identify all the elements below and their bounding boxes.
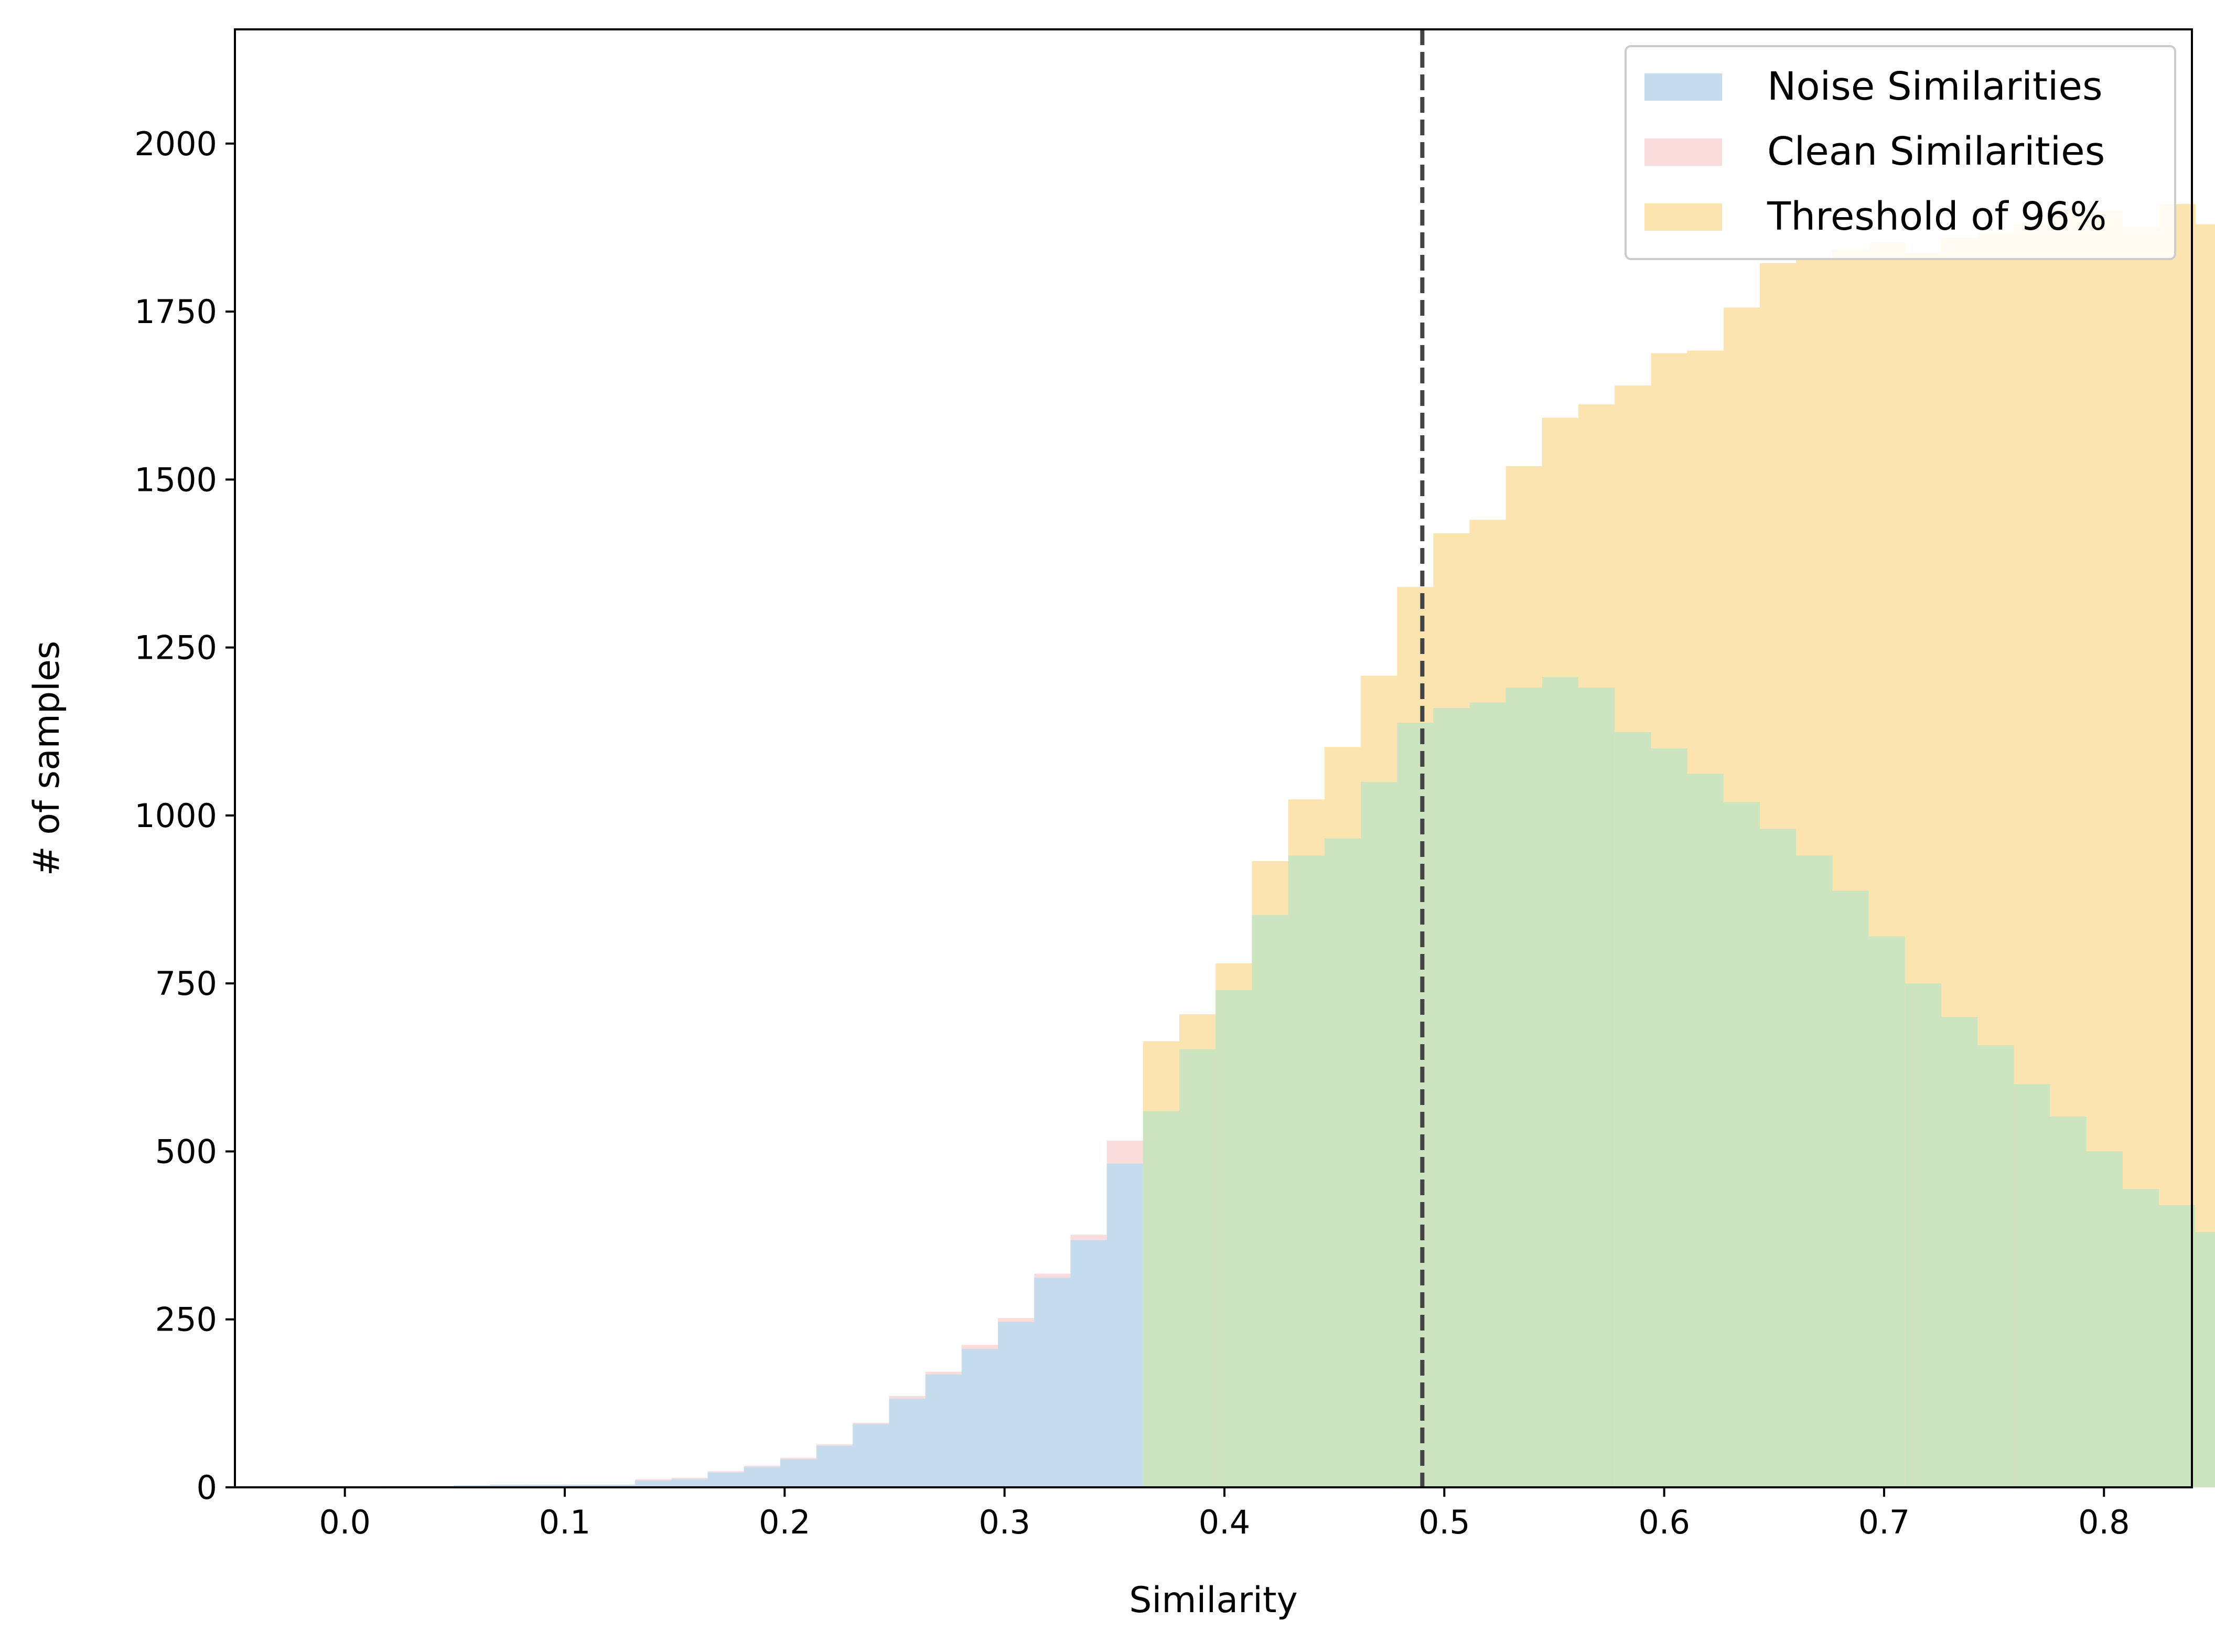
noise-bar (707, 1472, 745, 1487)
noise-overlap-bar (1324, 838, 1361, 1487)
noise-bar (1106, 1163, 1144, 1487)
noise-bar (961, 1349, 998, 1487)
noise-overlap-bar (2050, 1116, 2087, 1487)
plot-frame (234, 28, 2193, 1488)
legend-swatch-noise (1644, 73, 1722, 101)
noise-overlap-bar (2195, 1232, 2215, 1487)
legend-swatch-threshold (1644, 203, 1722, 231)
x-tick-label: 0.7 (1858, 1503, 1910, 1541)
x-tick-label: 0.5 (1418, 1503, 1470, 1541)
legend: Noise Similarities Clean Similarities Th… (1625, 45, 2176, 260)
noise-overlap-bar (1723, 802, 1760, 1487)
noise-overlap-bar (1288, 855, 1325, 1487)
noise-bar (998, 1322, 1035, 1487)
noise-overlap-bar (1832, 891, 1869, 1487)
noise-overlap-bar (2086, 1151, 2123, 1487)
noise-overlap-bar (1469, 702, 1507, 1487)
noise-overlap-bar (1578, 688, 1615, 1487)
x-axis-label: Similarity (1129, 1580, 1298, 1621)
legend-label-noise: Noise Similarities (1767, 64, 2103, 109)
x-tick-label: 0.1 (539, 1503, 591, 1541)
noise-overlap-bar (1796, 855, 1833, 1487)
y-tick-label: 250 (155, 1301, 217, 1339)
noise-bar (744, 1467, 781, 1487)
noise-bar (526, 1484, 563, 1487)
noise-overlap-bar (1506, 688, 1543, 1487)
noise-overlap-bar (1216, 990, 1252, 1487)
noise-overlap-bar (1360, 781, 1397, 1487)
legend-box (1625, 45, 2176, 260)
legend-label-threshold: Threshold of 96% (1767, 194, 2107, 239)
y-tick-label: 750 (155, 964, 217, 1003)
noise-bar (1034, 1278, 1071, 1487)
x-tick-label: 0.0 (319, 1503, 371, 1541)
noise-overlap-bar (1397, 723, 1434, 1487)
noise-bar (780, 1459, 817, 1487)
legend-label-clean: Clean Similarities (1767, 129, 2105, 174)
y-tick-label: 1750 (134, 293, 217, 331)
noise-bar (598, 1484, 636, 1487)
noise-bar (925, 1374, 962, 1487)
histogram-bars (381, 204, 2215, 1488)
noise-overlap-bar (1760, 829, 1797, 1487)
x-tick-label: 0.8 (2078, 1503, 2130, 1541)
noise-overlap-bar (1905, 983, 1942, 1487)
noise-overlap-bar (1941, 1017, 1978, 1487)
noise-bar (635, 1481, 672, 1487)
noise-overlap-bar (2122, 1189, 2159, 1487)
y-tick-label: 1000 (134, 797, 217, 835)
noise-overlap-bar (1651, 748, 1688, 1487)
noise-overlap-bar (1179, 1049, 1216, 1487)
x-tick-label: 0.2 (759, 1503, 811, 1541)
legend-swatch-clean (1644, 138, 1722, 166)
noise-overlap-bar (1977, 1045, 2014, 1487)
y-tick-label: 0 (197, 1468, 217, 1507)
noise-bar (562, 1484, 599, 1487)
x-axis-ticks: 0.0 0.1 0.2 0.3 0.4 0.5 0.6 0.7 0.8 (319, 1487, 2130, 1541)
noise-overlap-bar (1143, 1111, 1180, 1487)
noise-overlap-bar (1615, 732, 1652, 1487)
noise-bar (671, 1479, 708, 1487)
noise-bar (853, 1424, 890, 1487)
noise-overlap-bar (1542, 677, 1579, 1487)
noise-bar (816, 1445, 853, 1487)
noise-overlap-bar (2159, 1205, 2196, 1487)
noise-overlap-bar (1433, 707, 1470, 1487)
noise-bar (490, 1484, 527, 1487)
noise-overlap-bar (2014, 1084, 2051, 1487)
noise-overlap-bar (1868, 936, 1906, 1487)
y-axis-ticks: 0 250 500 750 1000 1250 1500 1750 2000 (134, 125, 235, 1507)
noise-bar (889, 1398, 926, 1487)
noise-overlap-bar (1687, 774, 1724, 1487)
x-tick-label: 0.4 (1199, 1503, 1251, 1541)
y-tick-label: 1250 (134, 629, 217, 667)
y-tick-label: 2000 (134, 125, 217, 163)
y-axis-label: # of samples (26, 641, 68, 876)
x-tick-label: 0.6 (1638, 1503, 1690, 1541)
y-tick-label: 1500 (134, 460, 217, 499)
x-tick-label: 0.3 (979, 1503, 1030, 1541)
noise-bar (1070, 1240, 1108, 1487)
noise-overlap-bar (1252, 915, 1289, 1487)
y-tick-label: 500 (155, 1132, 217, 1171)
